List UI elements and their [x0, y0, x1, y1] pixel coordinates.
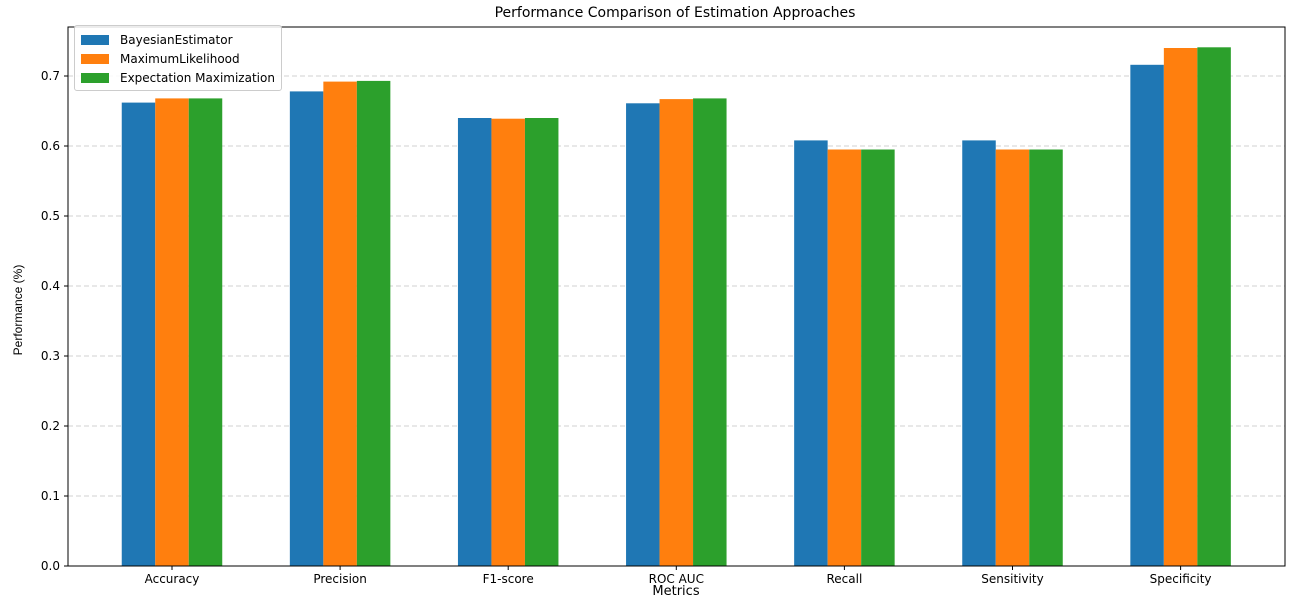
- legend-swatch: [81, 53, 109, 64]
- y-tick-label: 0.4: [41, 279, 60, 293]
- bar: [121, 102, 156, 566]
- legend-swatch: [81, 34, 109, 45]
- chart-title: Performance Comparison of Estimation App…: [494, 5, 856, 21]
- bar: [1130, 64, 1164, 567]
- bar: [962, 140, 996, 566]
- legend-item-maximum-likelihood: MaximumLikelihood: [81, 49, 275, 68]
- legend-item-expectation-maximization: Expectation Maximization: [81, 68, 275, 87]
- x-tick-label: Accuracy: [145, 572, 200, 586]
- y-tick-label: 0.7: [41, 69, 60, 83]
- legend-label: Expectation Maximization: [120, 70, 275, 85]
- bar: [794, 140, 828, 566]
- bar: [289, 91, 324, 567]
- legend-label: MaximumLikelihood: [120, 51, 240, 66]
- bar: [491, 118, 525, 566]
- x-tick-label: F1-score: [483, 572, 534, 586]
- plot-frame: [67, 26, 1286, 567]
- bar: [188, 98, 223, 567]
- bar: [323, 81, 357, 566]
- bar: [155, 98, 189, 567]
- legend-label: BayesianEstimator: [120, 32, 233, 47]
- y-tick-label: 0.0: [41, 559, 60, 573]
- y-tick-label: 0.2: [41, 419, 60, 433]
- y-axis-label: Performance (%): [11, 264, 25, 356]
- bar: [1197, 47, 1231, 567]
- x-tick-label: ROC AUC: [649, 572, 704, 586]
- bar: [1163, 48, 1198, 566]
- x-tick-label: Precision: [313, 572, 367, 586]
- bar: [1029, 149, 1063, 566]
- y-tick-label: 0.6: [41, 139, 60, 153]
- bar: [524, 118, 559, 566]
- x-tick-label: Recall: [826, 572, 862, 586]
- legend-swatch: [81, 72, 109, 83]
- x-axis-label: Metrics: [652, 584, 700, 599]
- y-tick-label: 0.3: [41, 349, 60, 363]
- bar: [827, 149, 862, 566]
- x-tick-label: Sensitivity: [981, 572, 1043, 586]
- bar: [995, 149, 1030, 566]
- y-tick-label: 0.5: [41, 209, 60, 223]
- x-tick-label: Specificity: [1150, 572, 1212, 586]
- bar: [659, 99, 694, 566]
- legend: BayesianEstimator MaximumLikelihood Expe…: [74, 25, 282, 91]
- bar: [861, 149, 895, 566]
- y-tick-label: 0.1: [41, 489, 60, 503]
- bar: [356, 80, 391, 567]
- bar: [457, 118, 492, 566]
- bar: [693, 98, 727, 567]
- bar: [626, 103, 660, 567]
- legend-item-bayesian: BayesianEstimator: [81, 30, 275, 49]
